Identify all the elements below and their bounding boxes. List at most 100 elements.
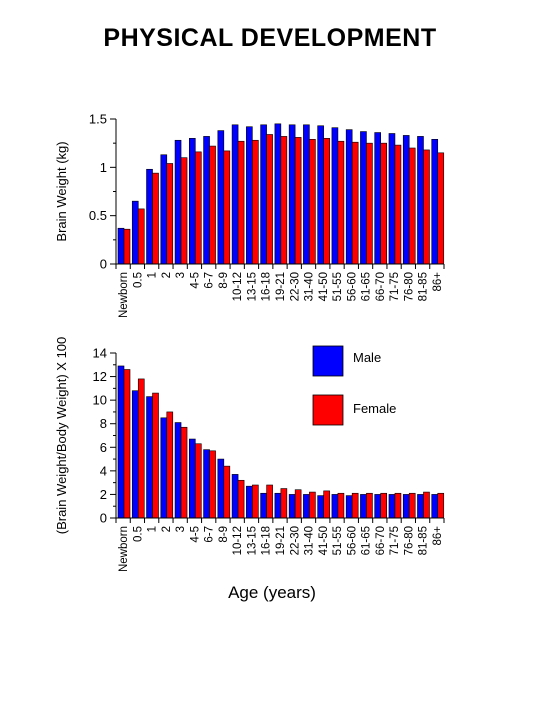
x-tick-label: 86+ bbox=[432, 272, 444, 292]
bar-male-7 bbox=[217, 130, 225, 265]
x-tick-label: 61-65 bbox=[361, 272, 373, 301]
bar-male-12 bbox=[288, 124, 296, 265]
bar-male-9 bbox=[246, 126, 253, 265]
bar-male-20 bbox=[402, 135, 410, 265]
y-tick-label: 6 bbox=[100, 440, 107, 455]
legend-label-male: Male bbox=[353, 350, 381, 365]
x-tick-label: 3 bbox=[175, 272, 187, 278]
y-tick-label: 14 bbox=[93, 346, 107, 361]
y-axis-label: (Brain Weight/Body Weight) X 100 bbox=[54, 337, 69, 535]
bar-female-12 bbox=[294, 489, 302, 519]
x-tick-label: 22-30 bbox=[289, 272, 301, 301]
x-tick-label: 3 bbox=[175, 526, 187, 532]
bar-male-17 bbox=[360, 494, 367, 519]
x-tick-label: 41-50 bbox=[318, 526, 330, 555]
bar-female-3 bbox=[166, 411, 174, 519]
bar-male-0 bbox=[117, 365, 125, 519]
page-title: PHYSICAL DEVELOPMENT bbox=[103, 24, 437, 52]
bar-female-9 bbox=[252, 139, 259, 265]
bar-male-2 bbox=[146, 396, 153, 519]
y-tick-label: 1 bbox=[100, 160, 107, 175]
bar-male-22 bbox=[431, 494, 439, 519]
y-tick-label: 10 bbox=[93, 393, 107, 408]
bar-male-11 bbox=[274, 492, 282, 519]
bar-male-13 bbox=[303, 494, 310, 519]
bar-female-17 bbox=[366, 142, 373, 265]
bar-male-6 bbox=[203, 136, 210, 265]
bar-female-16 bbox=[351, 492, 359, 519]
bar-female-15 bbox=[337, 492, 345, 519]
x-tick-label: 8-9 bbox=[218, 272, 230, 289]
bar-female-2 bbox=[152, 172, 159, 265]
bar-female-9 bbox=[252, 484, 259, 519]
bar-male-1 bbox=[131, 200, 139, 265]
bar-male-21 bbox=[417, 494, 424, 519]
bar-female-18 bbox=[380, 492, 387, 519]
legend-swatch-female bbox=[312, 394, 344, 426]
x-tick-label: 1 bbox=[147, 526, 159, 532]
x-tick-label: 81-85 bbox=[418, 526, 430, 555]
bar-male-20 bbox=[402, 494, 410, 519]
bar-female-2 bbox=[152, 392, 159, 519]
x-tick-label: 86+ bbox=[432, 526, 444, 546]
bar-female-1 bbox=[137, 208, 145, 265]
x-tick-label: 66-70 bbox=[375, 272, 387, 301]
bar-male-13 bbox=[303, 124, 310, 265]
bar-female-20 bbox=[408, 147, 416, 265]
x-tick-label: 2 bbox=[161, 526, 173, 532]
bar-female-3 bbox=[166, 163, 174, 265]
bar-male-19 bbox=[388, 494, 396, 519]
bar-male-11 bbox=[274, 123, 282, 265]
bar-female-20 bbox=[408, 492, 416, 519]
bar-male-4 bbox=[174, 422, 182, 519]
x-tick-label: 10-12 bbox=[232, 272, 244, 301]
bar-male-22 bbox=[431, 139, 439, 265]
bar-female-5 bbox=[195, 151, 202, 265]
bar-male-4 bbox=[174, 139, 182, 265]
x-tick-label: 13-15 bbox=[246, 272, 258, 301]
x-tick-label: 0.5 bbox=[132, 272, 144, 288]
x-tick-label: 4-5 bbox=[189, 272, 201, 289]
bar-female-17 bbox=[366, 492, 373, 519]
bar-male-8 bbox=[231, 124, 239, 265]
x-tick-label: 1 bbox=[147, 272, 159, 278]
bar-male-7 bbox=[217, 458, 225, 519]
x-tick-label: Newborn bbox=[118, 526, 130, 572]
bar-male-16 bbox=[345, 495, 353, 519]
y-tick-label: 1.5 bbox=[89, 112, 107, 127]
bar-female-13 bbox=[309, 491, 316, 519]
x-tick-label: 71-75 bbox=[389, 526, 401, 555]
x-tick-label: 66-70 bbox=[375, 526, 387, 555]
y-tick-label: 0 bbox=[100, 511, 107, 526]
bar-male-14 bbox=[317, 125, 324, 265]
bar-male-3 bbox=[160, 154, 168, 265]
x-tick-label: 2 bbox=[161, 272, 173, 278]
bar-male-9 bbox=[246, 485, 253, 519]
bar-male-1 bbox=[131, 390, 139, 519]
x-tick-label: 19-21 bbox=[275, 272, 287, 301]
x-tick-label: 0.5 bbox=[132, 526, 144, 542]
bar-male-3 bbox=[160, 417, 168, 519]
bar-female-18 bbox=[380, 142, 387, 265]
y-tick-label: 4 bbox=[100, 463, 107, 478]
x-tick-label: 6-7 bbox=[204, 272, 216, 289]
bar-female-14 bbox=[323, 138, 330, 265]
bar-male-15 bbox=[331, 127, 339, 265]
bar-female-0 bbox=[123, 228, 131, 265]
bar-male-2 bbox=[146, 168, 153, 265]
x-tick-label: 71-75 bbox=[389, 272, 401, 301]
x-tick-label: 4-5 bbox=[189, 526, 201, 543]
bar-female-16 bbox=[351, 141, 359, 265]
legend: Male Female bbox=[312, 345, 396, 426]
x-tick-label: 51-55 bbox=[332, 526, 344, 555]
bar-male-12 bbox=[288, 494, 296, 519]
x-tick-label: 22-30 bbox=[289, 526, 301, 555]
x-tick-label: 8-9 bbox=[218, 526, 230, 543]
x-tick-label: 76-80 bbox=[403, 272, 415, 301]
bar-female-22 bbox=[437, 492, 445, 519]
x-tick-label: 16-18 bbox=[261, 272, 273, 301]
bar-female-19 bbox=[394, 144, 402, 265]
y-tick-label: 8 bbox=[100, 416, 107, 431]
